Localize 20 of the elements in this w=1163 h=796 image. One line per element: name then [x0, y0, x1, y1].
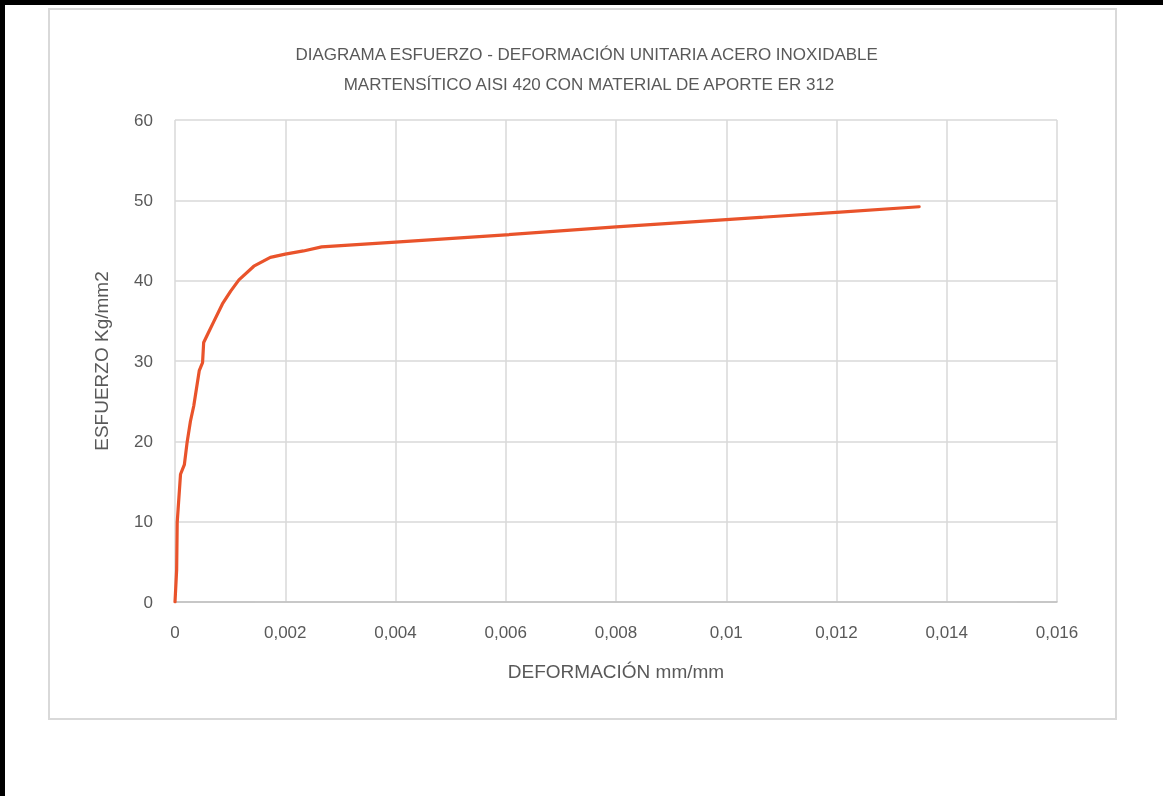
- x-tick-label: 0,008: [594, 623, 638, 642]
- x-tick-label: 0,004: [374, 623, 417, 642]
- x-tick-label: 0: [170, 623, 180, 642]
- y-tick-label: 20: [134, 431, 153, 451]
- x-tick-label: 0,014: [925, 623, 969, 642]
- x-tick-label: 0,006: [484, 623, 528, 642]
- chart-title: DIAGRAMA ESFUERZO - DEFORMACIÓN UNITARIA ACERO INOXIDABLE MARTENSÍTICO AISI 420 CON MATERIAL DE APORTE ER 312: [295, 44, 883, 94]
- y-tick-label: 60: [134, 110, 153, 130]
- y-tick-label: 0: [143, 592, 153, 612]
- y-tick-label: 40: [134, 271, 153, 291]
- y-tick-label: 30: [134, 351, 153, 371]
- x-tick-label: 0,01: [709, 623, 743, 642]
- y-tick-label: 50: [134, 190, 153, 210]
- x-axis-title: DEFORMACIÓN mm/mm: [507, 661, 725, 682]
- x-tick-label: 0,016: [1035, 623, 1079, 642]
- y-axis-title: ESFUERZO Kg/mm2: [91, 271, 112, 451]
- y-tick-label: 10: [134, 512, 153, 532]
- x-tick-label: 0,012: [815, 623, 858, 642]
- line-series: [173, 205, 921, 604]
- x-tick-label: 0,002: [263, 623, 307, 642]
